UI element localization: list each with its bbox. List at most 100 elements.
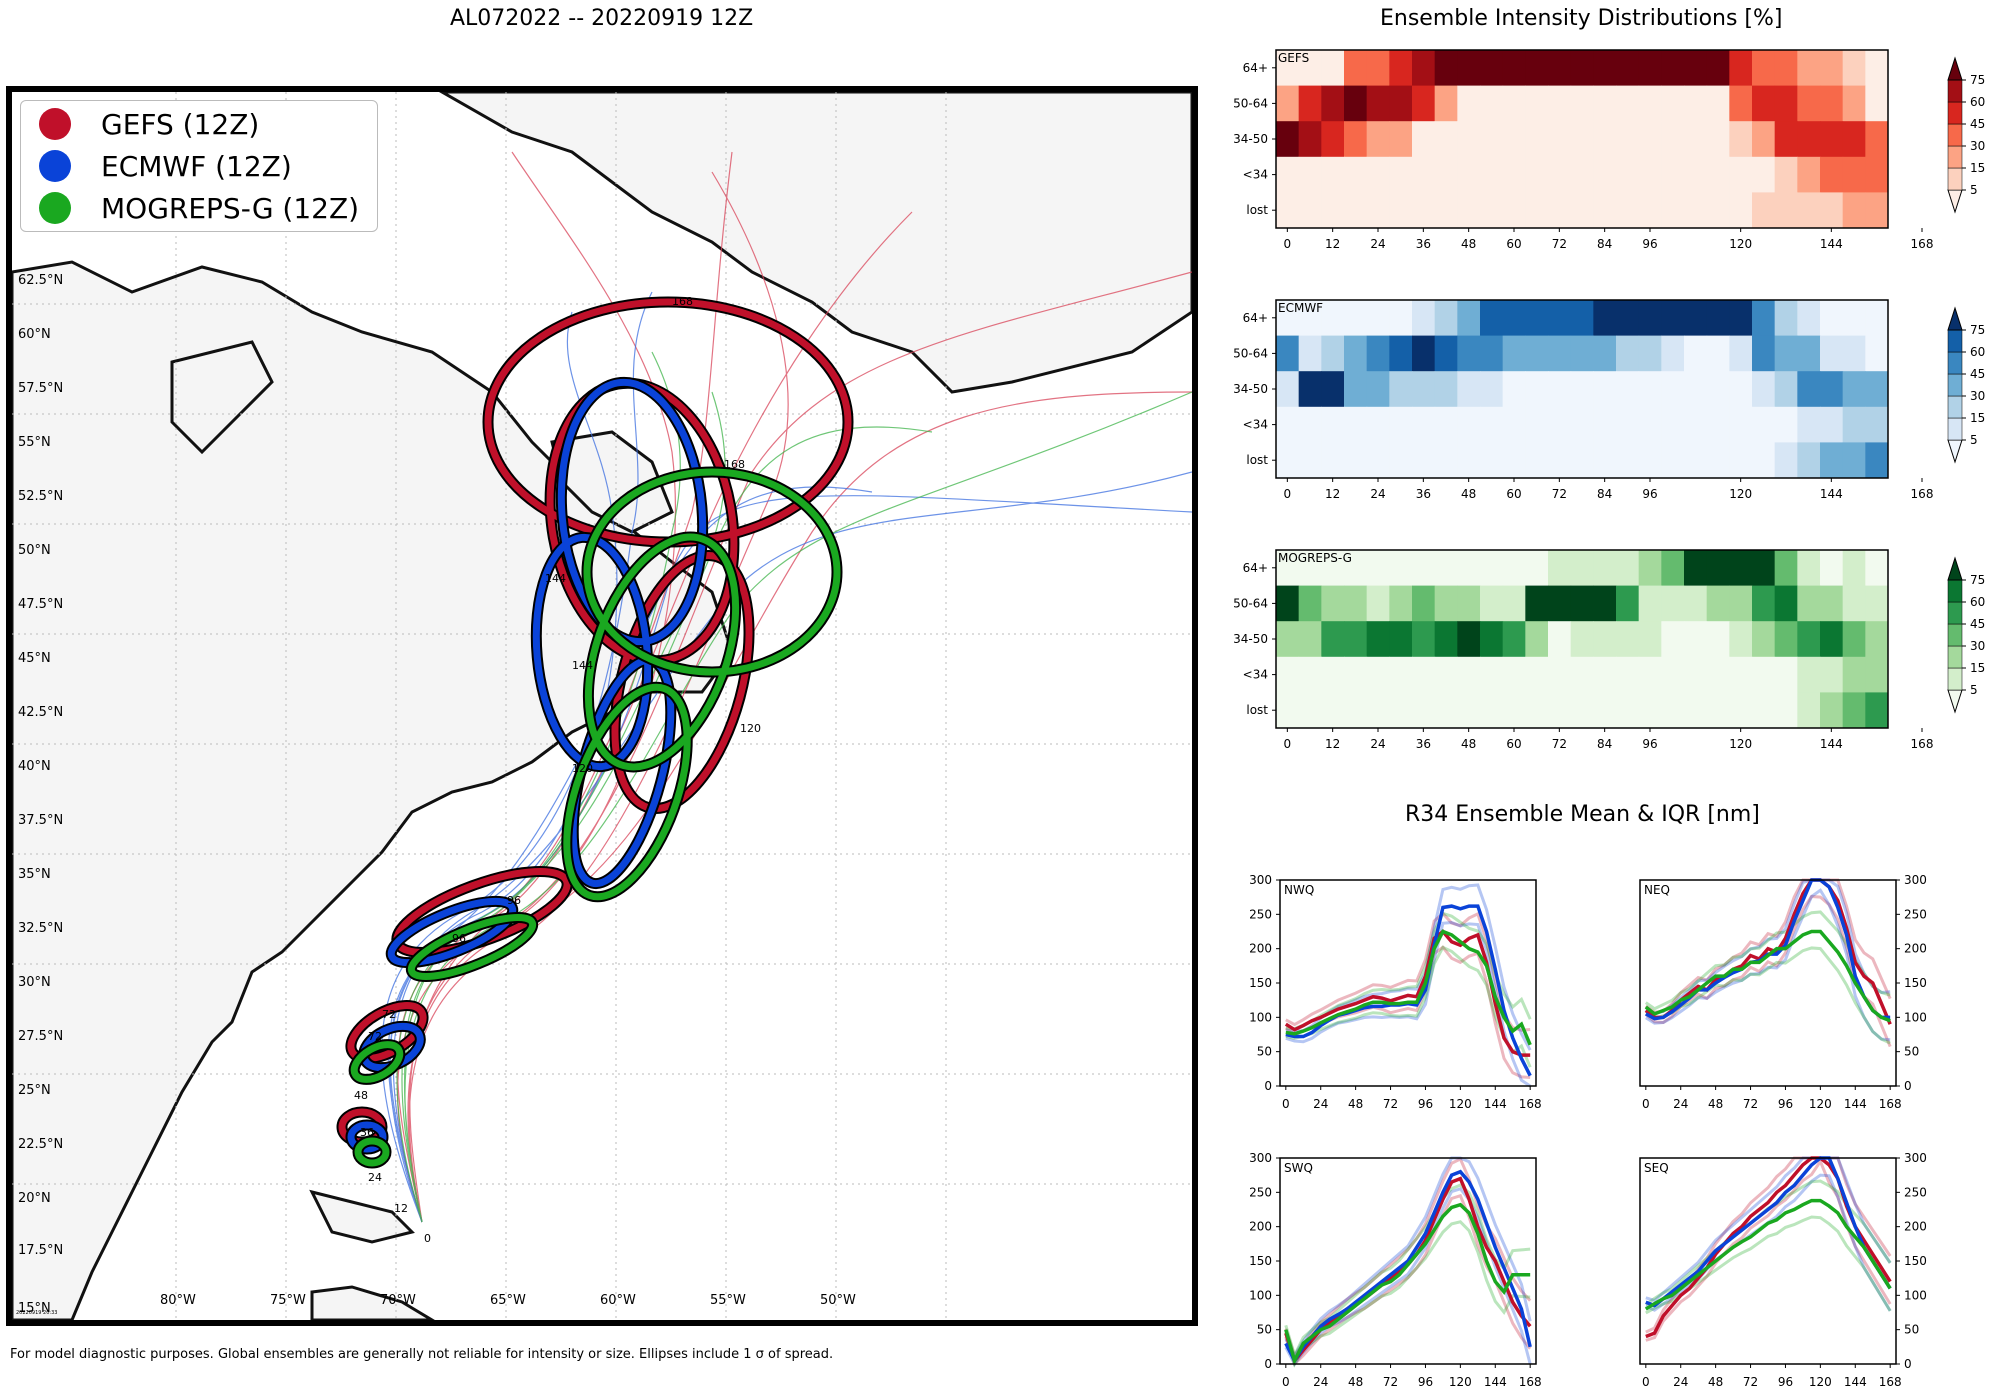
heatmap-cell (1593, 335, 1617, 372)
heatmap-cell (1661, 156, 1685, 193)
x-tick-label: 24 (1313, 1375, 1328, 1389)
legend: GEFS (12Z) ECMWF (12Z) MOGREPS-G (12Z) (20, 100, 378, 232)
heatmap-cell (1344, 371, 1368, 408)
heatmap-cell (1752, 585, 1776, 622)
legend-dot-gefs (39, 108, 71, 140)
heatmap-cell (1752, 300, 1776, 337)
colorbar-tick-label: 75 (1970, 73, 1985, 87)
ellipse-label: 36 (360, 1126, 374, 1139)
heatmap-cell (1638, 550, 1662, 587)
x-tick-label: 0 (1284, 487, 1292, 501)
heatmap-cell (1570, 692, 1594, 729)
x-tick-label: 96 (1642, 237, 1657, 251)
heatmap-cell (1457, 656, 1481, 693)
heatmap-cell (1729, 50, 1753, 87)
x-tick-label: 96 (1642, 737, 1657, 751)
heatmap-cell (1480, 550, 1504, 587)
heatmap-cell (1389, 156, 1413, 193)
heatmap-cell (1502, 621, 1526, 658)
x-tick-label: 0 (1282, 1375, 1290, 1389)
heatmap-cell (1638, 335, 1662, 372)
lon-labels: 80°W 75°W 70°W 65°W 60°W 55°W 50°W (160, 1293, 856, 1308)
lon-label: 80°W (160, 1293, 196, 1308)
y-tick-label: 200 (1249, 1220, 1272, 1234)
heatmap-cell (1502, 371, 1526, 408)
lat-label: 60°N (18, 327, 51, 342)
y-tick-label: 200 (1904, 1220, 1927, 1234)
heatmap-cell (1457, 692, 1481, 729)
heatmap-cell (1389, 550, 1413, 587)
r34-mean-line (1644, 1198, 1892, 1311)
ellipse-label: 144 (572, 659, 593, 672)
heatmap-cell (1842, 550, 1866, 587)
heatmap-cell (1593, 371, 1617, 408)
heatmap-cell (1502, 335, 1526, 372)
x-tick-label: 120 (1809, 1097, 1832, 1111)
heatmap-cell (1570, 85, 1594, 122)
lat-label: 57.5°N (18, 381, 63, 396)
heatmap-cell (1480, 121, 1504, 158)
heatmap-cell (1480, 50, 1504, 87)
ellipse-label: 0 (424, 1232, 431, 1245)
heatmap-cell (1842, 300, 1866, 337)
x-tick-label: 36 (1416, 237, 1431, 251)
x-tick-label: 96 (1642, 487, 1657, 501)
x-tick-label: 120 (1449, 1097, 1472, 1111)
heatmap-cell (1729, 121, 1753, 158)
x-tick-label: 72 (1552, 737, 1567, 751)
heatmap-cell (1366, 192, 1390, 229)
heatmap-cell (1389, 656, 1413, 693)
heatmap-cell (1298, 335, 1322, 372)
heatmap-cell (1752, 406, 1776, 443)
heatmap-cell (1502, 300, 1526, 337)
heatmap-cell (1593, 550, 1617, 587)
heatmap-cell (1457, 585, 1481, 622)
y-tick-label: 300 (1904, 873, 1927, 887)
heatmap-cell (1276, 192, 1300, 229)
ellipse-label: 168 (724, 458, 745, 471)
lat-label: 62.5°N (18, 273, 63, 288)
heatmap-cell (1752, 335, 1776, 372)
heatmap-cell (1434, 550, 1458, 587)
heatmap-cell (1366, 406, 1390, 443)
heatmap-cell (1774, 621, 1798, 658)
heatmap-cell (1774, 85, 1798, 122)
colorbar-segment (1947, 579, 1963, 603)
heatmap-cell (1616, 442, 1640, 479)
heatmap-cell (1774, 121, 1798, 158)
heatmap-cell (1548, 371, 1572, 408)
heatmap-cell (1774, 692, 1798, 729)
heatmap-cell (1593, 406, 1617, 443)
heatmap-cell (1298, 550, 1322, 587)
heatmap-cell (1434, 406, 1458, 443)
heatmap-cell (1548, 335, 1572, 372)
y-tick-label: 100 (1904, 1010, 1927, 1024)
y-tick-label: 50-64 (1233, 96, 1268, 110)
legend-label: ECMWF (12Z) (101, 149, 292, 183)
heatmap-cell (1820, 585, 1844, 622)
heatmap-cell (1548, 692, 1572, 729)
heatmap-cell (1616, 585, 1640, 622)
heatmap-cell (1774, 371, 1798, 408)
x-tick-label: 120 (1729, 737, 1752, 751)
heatmap-cell (1684, 50, 1708, 87)
r34-panel-nwq: NWQ 0 24 48 72 96 120 144 168 0 50 100 150 200 250 300 (1249, 873, 1542, 1111)
heatmap-cell (1389, 692, 1413, 729)
heatmap-cell (1842, 621, 1866, 658)
heatmap-cell (1366, 300, 1390, 337)
legend-dot-ecmwf (39, 150, 71, 182)
x-tick-label: 72 (1383, 1097, 1398, 1111)
x-tick-label: 168 (1519, 1097, 1542, 1111)
heatmap-cell (1638, 371, 1662, 408)
ellipse-label: 48 (354, 1089, 368, 1102)
heatmap-cell (1434, 50, 1458, 87)
heatmap-cell (1525, 121, 1549, 158)
heatmap-cell (1729, 585, 1753, 622)
heatmap-cell (1729, 406, 1753, 443)
ellipse-label: 120 (572, 762, 593, 775)
heatmap-title: GEFS (1278, 51, 1309, 65)
heatmap-cell (1752, 156, 1776, 193)
x-tick-label: 144 (1484, 1097, 1507, 1111)
heatmap-cell (1525, 442, 1549, 479)
heatmap-cell (1661, 442, 1685, 479)
